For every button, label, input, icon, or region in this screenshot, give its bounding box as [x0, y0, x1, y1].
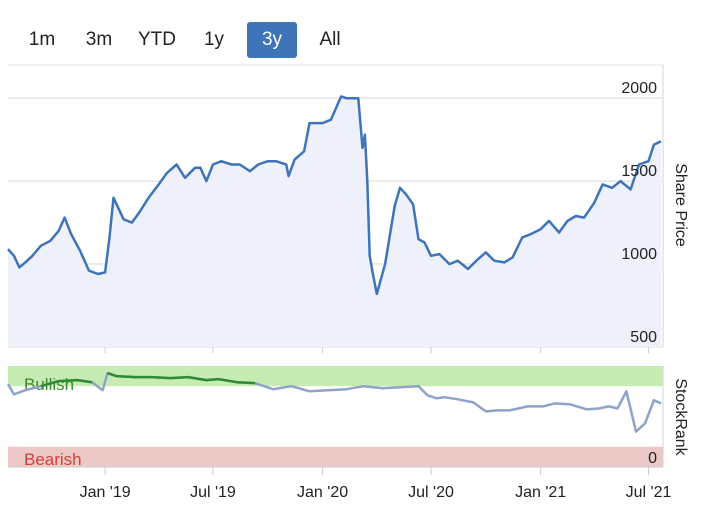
range-button-3y[interactable]: 3y [247, 22, 297, 58]
x-axis-tick-label: Jul '21 [626, 484, 672, 501]
range-button-3m[interactable]: 3m [85, 29, 113, 50]
bullish-zone [8, 366, 663, 387]
range-button-1y[interactable]: 1y [203, 29, 225, 50]
price-axis-title: Share Price [672, 163, 689, 247]
x-axis-tick-label: Jul '20 [408, 484, 454, 501]
price-tick-label: 500 [630, 329, 657, 346]
price-tick-label: 1000 [621, 246, 657, 263]
x-axis-tick-label: Jan '21 [515, 484, 566, 501]
range-button-1m[interactable]: 1m [28, 29, 56, 50]
x-axis-tick-label: Jan '20 [297, 484, 348, 501]
x-axis-ticks: Jan '19 Jul '19 Jan '20 Jul '20 Jan '21 Jul '… [80, 347, 672, 501]
price-tick-label: 1500 [621, 163, 657, 180]
bearish-zone-label: Bearish [24, 450, 82, 469]
range-button-all[interactable]: All [319, 29, 341, 50]
price-axis-ticks: 500 1000 1500 2000 [621, 80, 657, 346]
stockrank-axis-title: StockRank [672, 378, 689, 456]
x-axis-tick-label: Jan '19 [80, 484, 131, 501]
x-axis-tick-label: Jul '19 [190, 484, 236, 501]
range-button-ytd[interactable]: YTD [138, 29, 176, 50]
price-tick-label: 2000 [621, 80, 657, 97]
price-series-line [7, 95, 662, 296]
stockrank-tick-label: 0 [648, 450, 657, 467]
bearish-zone [8, 446, 663, 467]
range-selector: 1m 3m YTD 1y 3y All [0, 22, 420, 60]
stockrank-series-line [6, 371, 662, 433]
stockrank-axis-ticks: 0 [648, 450, 657, 467]
price-area-fill [8, 96, 661, 347]
